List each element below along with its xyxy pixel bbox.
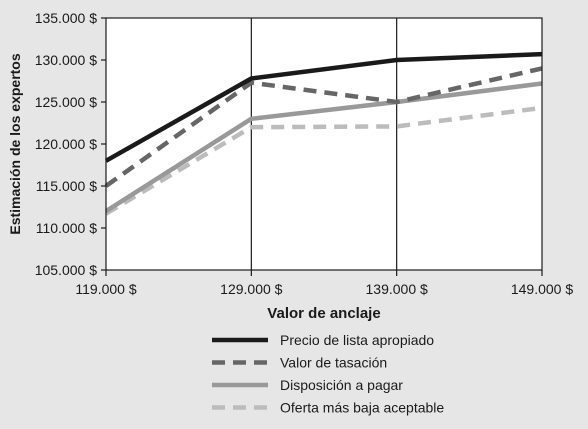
legend-label: Disposición a pagar <box>280 377 403 393</box>
series-line <box>104 81 543 214</box>
x-tick-label: 139.000 $ <box>366 281 428 297</box>
x-axis-label: Valor de anclaje <box>267 305 380 322</box>
y-tick-label: 135.000 $ <box>35 10 97 26</box>
y-axis-label: Estimación de los expertos <box>7 53 23 234</box>
series-line <box>104 66 543 188</box>
legend-label: Oferta más baja aceptable <box>280 400 444 416</box>
x-tick-label: 119.000 $ <box>75 281 136 297</box>
y-tick-label: 125.000 $ <box>35 94 97 110</box>
x-tick-label: 129.000 $ <box>220 281 282 297</box>
series-lines <box>104 51 543 216</box>
series-line <box>104 51 543 163</box>
y-tick-label: 105.000 $ <box>35 262 97 278</box>
y-axis: 105.000 $ 110.000 $ 115.000 $ 120.000 $ 125.… <box>35 10 106 278</box>
x-axis: 119.000 $ 129.000 $ 139.000 $ 149.000 $ <box>75 270 573 297</box>
legend-label: Valor de tasación <box>280 355 387 371</box>
y-tick-label: 110.000 $ <box>36 220 97 236</box>
series-line <box>104 105 543 216</box>
x-tick-label: 149.000 $ <box>511 281 573 297</box>
legend: Precio de lista apropiado Valor de tasaci… <box>212 332 444 416</box>
y-tick-label: 115.000 $ <box>36 178 97 194</box>
y-tick-label: 120.000 $ <box>35 136 97 152</box>
legend-label: Precio de lista apropiado <box>280 332 434 348</box>
y-tick-label: 130.000 $ <box>35 52 97 68</box>
plot-area <box>106 18 542 270</box>
